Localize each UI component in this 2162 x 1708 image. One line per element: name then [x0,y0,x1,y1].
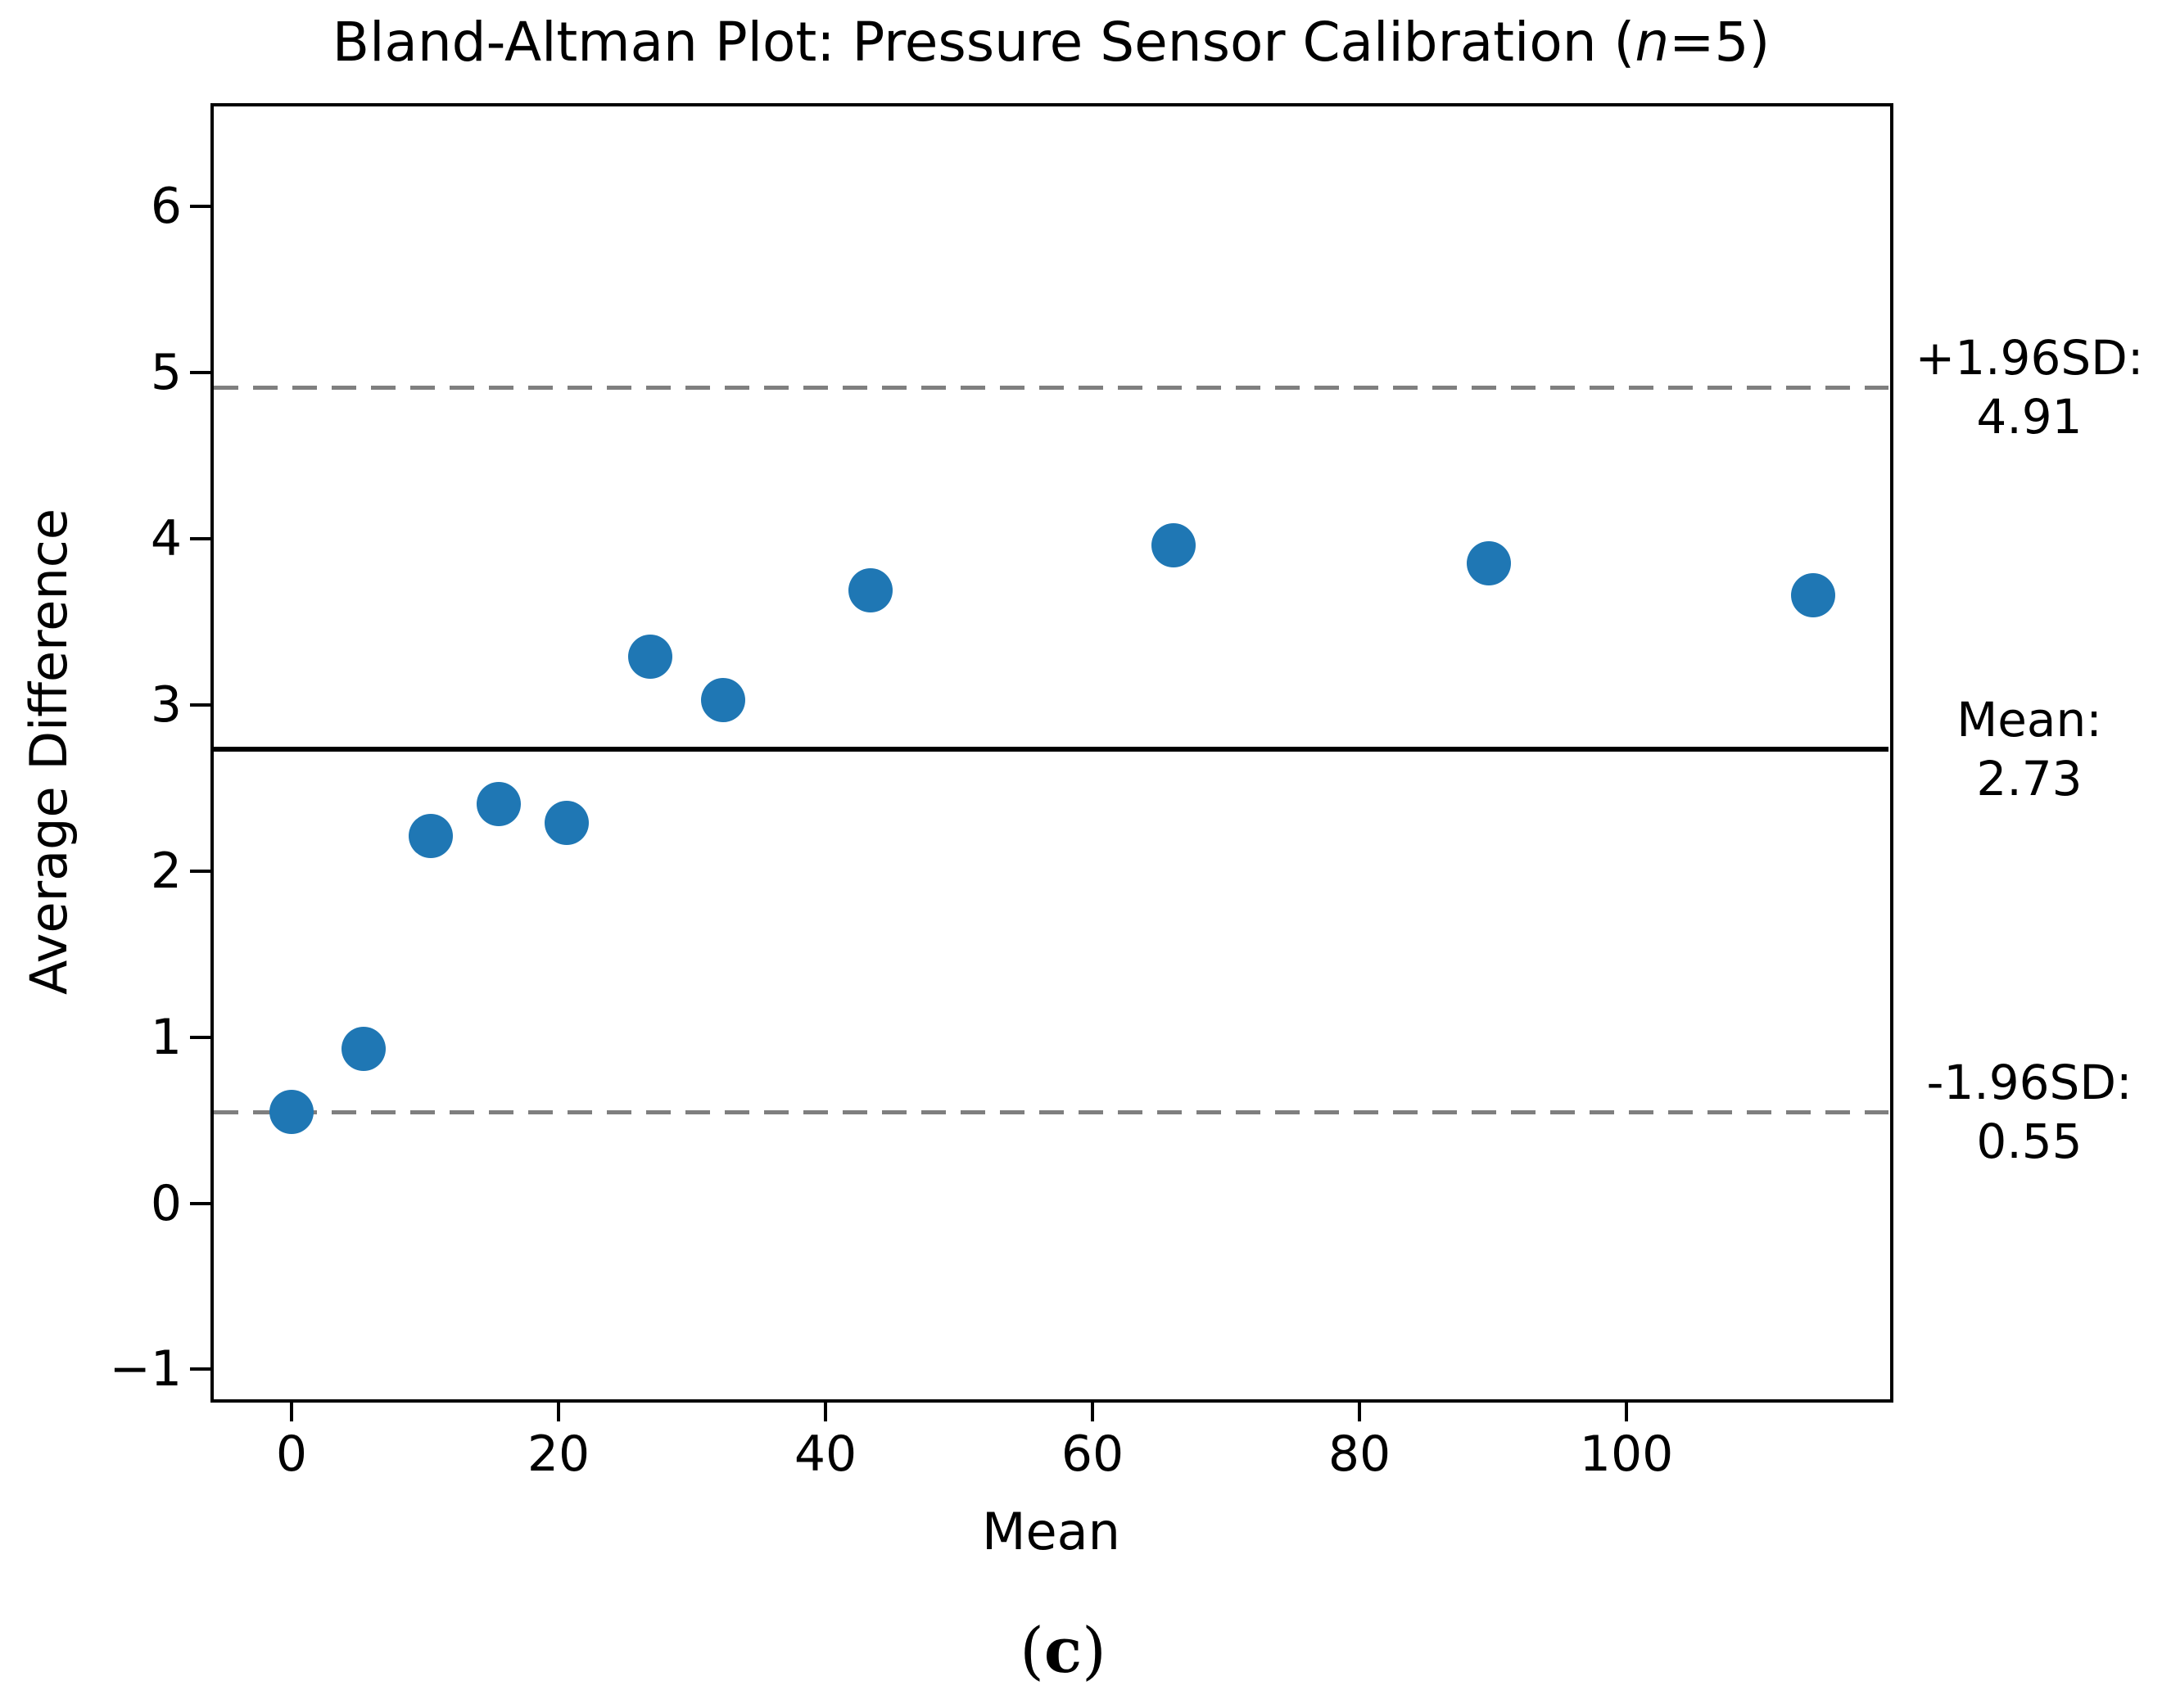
lower-loa-annotation: -1.96SD: 0.55 [1897,1053,2162,1171]
plot-area [210,103,1893,1403]
x-tick-label: 20 [527,1426,590,1483]
upper-loa-line [214,386,1888,391]
scatter-point [700,677,745,722]
y-tick-mark [190,869,210,873]
y-tick-label: 5 [150,343,182,401]
y-tick-mark [190,1201,210,1205]
scatter-point [408,813,453,858]
mean-annotation-label: Mean: [1956,692,2102,748]
scatter-point [1151,522,1196,567]
scatter-point [1791,572,1836,617]
y-tick-label: 2 [150,842,182,900]
chart-title-suffix: =5) [1669,11,1771,74]
lower-loa-annotation-value: 0.55 [1976,1113,2083,1169]
y-tick-mark [190,536,210,540]
chart-title-prefix: Bland-Altman Plot: Pressure Sensor Calib… [332,11,1635,74]
y-tick-label: 3 [150,676,182,734]
figure-caption: (c) [899,1611,1227,1690]
x-tick-mark [557,1401,560,1421]
y-tick-label: 6 [150,177,182,235]
x-tick-label: 0 [275,1426,308,1483]
x-axis-label: Mean [982,1502,1120,1561]
y-tick-label: −1 [109,1340,182,1398]
x-tick-label: 60 [1061,1426,1124,1483]
scatter-point [341,1026,386,1071]
scatter-point [848,567,893,612]
chart-title: Bland-Altman Plot: Pressure Sensor Calib… [212,8,1890,77]
x-tick-mark [1625,1401,1629,1421]
scatter-point [476,782,521,827]
scatter-point [269,1089,314,1134]
upper-loa-annotation-value: 4.91 [1976,389,2083,445]
scatter-point [1467,541,1512,586]
lower-loa-line [214,1109,1888,1114]
caption-close-paren: ) [1082,1614,1106,1687]
scatter-point [544,800,589,845]
y-tick-mark [190,370,210,374]
scatter-point [628,634,673,679]
mean-annotation-value: 2.73 [1976,751,2083,807]
y-tick-mark [190,703,210,707]
x-tick-label: 40 [794,1426,857,1483]
chart-title-italic-n: n [1635,11,1670,74]
y-tick-mark [190,1035,210,1039]
y-tick-label: 0 [150,1174,182,1232]
y-tick-mark [190,1367,210,1371]
caption-open-paren: ( [1020,1614,1044,1687]
x-tick-mark [1358,1401,1362,1421]
lower-loa-annotation-label: -1.96SD: [1926,1054,2133,1110]
upper-loa-annotation-label: +1.96SD: [1915,330,2144,386]
caption-letter: c [1043,1614,1083,1687]
upper-loa-annotation: +1.96SD: 4.91 [1897,328,2162,446]
x-tick-label: 80 [1328,1426,1391,1483]
x-tick-label: 100 [1579,1426,1674,1483]
x-tick-mark [824,1401,828,1421]
x-tick-mark [289,1401,293,1421]
mean-annotation: Mean: 2.73 [1897,690,2162,808]
y-tick-mark [190,204,210,208]
y-tick-label: 1 [150,1008,182,1066]
mean-line [214,747,1888,752]
x-tick-mark [1091,1401,1095,1421]
y-tick-label: 4 [150,509,182,567]
